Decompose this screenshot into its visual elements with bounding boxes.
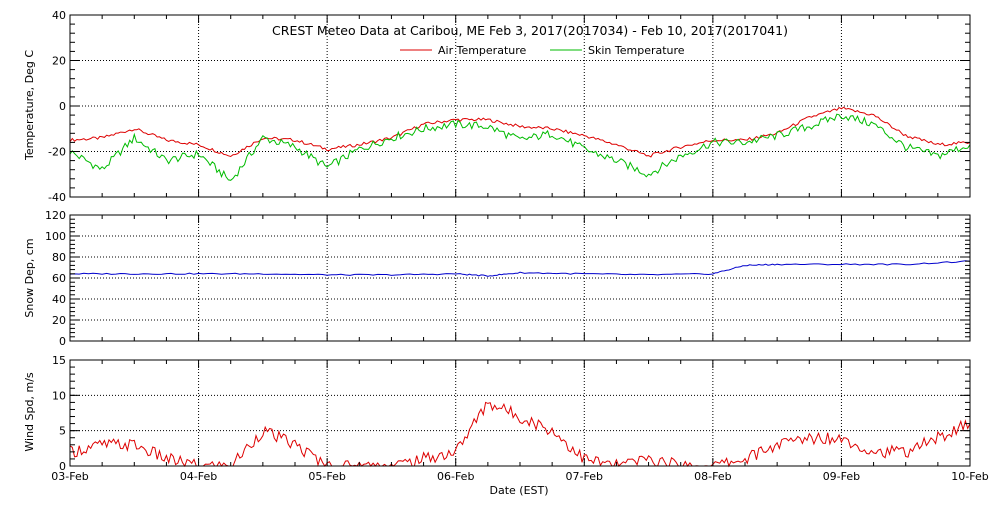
- snow-depth-y-tick-label: 0: [59, 335, 66, 348]
- x-tick-label: 07-Feb: [566, 470, 603, 483]
- air-temperature-series-line: [69, 106, 971, 158]
- snow-depth-y-tick-label: 120: [45, 209, 66, 222]
- wind-speed-y-tick-label: 15: [52, 354, 66, 367]
- temperature-y-axis-label: Temperature, Deg C: [23, 50, 36, 161]
- legend-air-temperature-label: Air Temperature: [438, 44, 527, 57]
- x-tick-label: 09-Feb: [823, 470, 860, 483]
- legend: Air Temperature Skin Temperature: [400, 44, 685, 57]
- wind-speed-series-line: [69, 401, 971, 468]
- x-tick-label: 03-Feb: [51, 470, 88, 483]
- wind-speed-y-axis-label: Wind Spd, m/s: [23, 372, 36, 452]
- snow-depth-series-line: [69, 260, 971, 277]
- x-tick-label: 08-Feb: [694, 470, 731, 483]
- chart-title: CREST Meteo Data at Caribou, ME Feb 3, 2…: [272, 23, 788, 38]
- x-tick-label: 04-Feb: [180, 470, 217, 483]
- snow-depth-y-tick-label: 20: [52, 314, 66, 327]
- legend-skin-temperature-label: Skin Temperature: [588, 44, 685, 57]
- temperature-y-tick-label: -20: [48, 146, 66, 159]
- snow-depth-y-tick-label: 40: [52, 293, 66, 306]
- x-tick-label: 05-Feb: [308, 470, 345, 483]
- temperature-y-tick-label: 0: [59, 100, 66, 113]
- snow-depth-y-tick-label: 60: [52, 272, 66, 285]
- snow-depth-y-tick-label: 100: [45, 230, 66, 243]
- wind-speed-y-tick-label: 0: [59, 460, 66, 473]
- temperature-y-tick-label: -40: [48, 191, 66, 204]
- snow-depth-y-axis-label: Snow Dep, cm: [23, 238, 36, 317]
- skin-temperature-series-line: [69, 113, 971, 181]
- wind-speed-panel-frame: [69, 359, 971, 467]
- x-tick-label: 06-Feb: [437, 470, 474, 483]
- x-tick-label: 10-Feb: [951, 470, 988, 483]
- wind-speed-y-tick-label: 10: [52, 389, 66, 402]
- x-axis-label: Date (EST): [489, 484, 548, 497]
- wind-speed-y-tick-label: 5: [59, 425, 66, 438]
- snow-depth-y-tick-label: 80: [52, 251, 66, 264]
- temperature-y-tick-label: 40: [52, 9, 66, 22]
- temperature-y-tick-label: 20: [52, 55, 66, 68]
